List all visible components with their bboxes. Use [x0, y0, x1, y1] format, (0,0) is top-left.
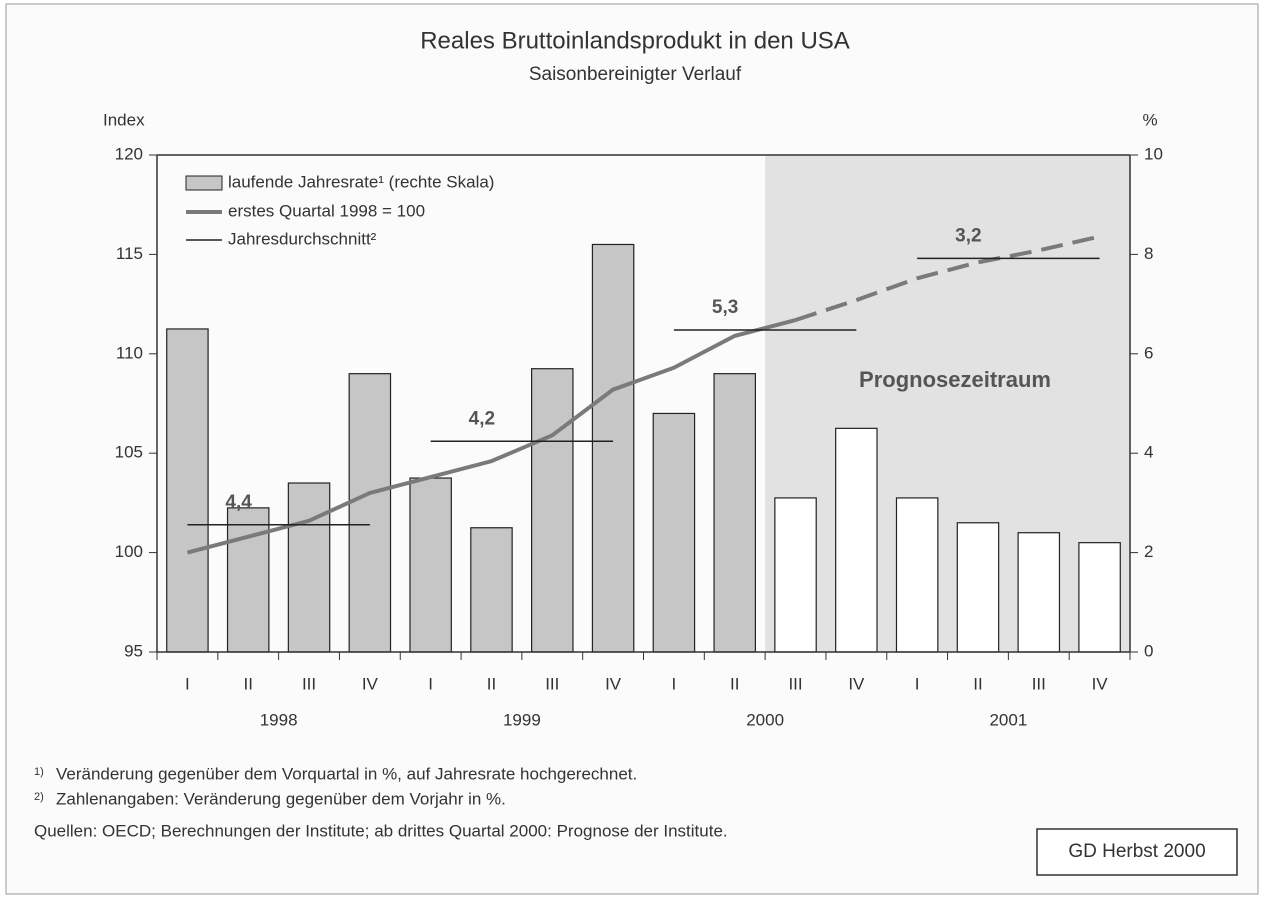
- x-tick-label: IV: [362, 674, 379, 693]
- legend-label: Jahresdurchschnitt²: [228, 229, 377, 248]
- y-tick-label: 115: [116, 244, 143, 263]
- y-tick-label: 95: [124, 641, 143, 660]
- bar: [713, 373, 756, 653]
- x-tick-label: II: [487, 674, 496, 693]
- bar: [470, 527, 513, 653]
- annual-rate-label: 4,4: [225, 492, 252, 513]
- y2-tick-label: 2: [1144, 542, 1153, 561]
- y2-tick-label: 0: [1144, 641, 1153, 660]
- x-tick-label: I: [428, 674, 433, 693]
- year-label: 1999: [503, 710, 541, 729]
- bar: [409, 477, 452, 653]
- year-label: 2000: [746, 710, 784, 729]
- legend-label: laufende Jahresrate¹ (rechte Skala): [228, 172, 494, 191]
- x-tick-label: III: [788, 674, 802, 693]
- y2-tick-label: 8: [1144, 244, 1153, 263]
- annual-rate-label: 5,3: [712, 297, 738, 318]
- bar: [652, 412, 696, 653]
- x-tick-label: IV: [848, 674, 865, 693]
- chart-subtitle: Saisonbereinigter Verlauf: [529, 64, 742, 85]
- y2-tick-label: 6: [1144, 343, 1153, 362]
- annual-rate-label: 4,2: [469, 408, 495, 429]
- legend-label: erstes Quartal 1998 = 100: [228, 201, 425, 220]
- x-tick-label: I: [672, 674, 677, 693]
- year-label: 2001: [989, 710, 1027, 729]
- bar: [348, 373, 392, 653]
- x-tick-label: III: [302, 674, 316, 693]
- footnote-mark: 1): [34, 766, 44, 778]
- x-tick-label: I: [915, 674, 920, 693]
- y-tick-label: 110: [116, 343, 143, 362]
- bar: [1078, 542, 1121, 653]
- footnote: Veränderung gegenüber dem Vorquartal in …: [56, 764, 637, 783]
- bar: [226, 507, 270, 653]
- y2-axis-label: %: [1142, 110, 1157, 129]
- source: Quellen: OECD; Berechnungen der Institut…: [34, 821, 728, 840]
- index-line: [794, 234, 1101, 322]
- bar: [774, 497, 817, 653]
- x-tick-label: II: [243, 674, 252, 693]
- bar: [1017, 532, 1061, 653]
- y-axis-label: Index: [103, 110, 145, 129]
- legend-swatch: [185, 175, 223, 191]
- badge: GD Herbst 2000: [1068, 841, 1205, 862]
- y-tick-label: 105: [115, 443, 143, 462]
- badge-box: [1036, 828, 1238, 876]
- y2-tick-label: 4: [1144, 443, 1153, 462]
- bar: [287, 482, 331, 653]
- y-tick-label: 120: [115, 144, 143, 163]
- forecast-label: Prognosezeitraum: [859, 367, 1051, 392]
- x-tick-label: IV: [1092, 674, 1109, 693]
- bar: [531, 368, 574, 653]
- x-tick-label: II: [973, 674, 982, 693]
- y2-tick-label: 10: [1144, 144, 1163, 163]
- x-tick-label: I: [185, 674, 190, 693]
- forecast-region: [765, 155, 1130, 652]
- year-label: 1998: [260, 710, 298, 729]
- chart-title: Reales Bruttoinlandsprodukt in den USA: [420, 27, 850, 54]
- bar: [166, 328, 209, 653]
- x-tick-label: IV: [605, 674, 622, 693]
- y-tick-label: 100: [115, 542, 143, 561]
- bar: [956, 522, 1000, 653]
- x-tick-label: III: [545, 674, 559, 693]
- annual-rate-label: 3,2: [955, 225, 981, 246]
- footnote: Zahlenangaben: Veränderung gegenüber dem…: [56, 789, 506, 808]
- footnote-mark: 2): [34, 791, 44, 803]
- bar: [835, 427, 878, 653]
- index-line: [186, 318, 797, 555]
- bar: [591, 243, 635, 653]
- bar: [895, 497, 939, 653]
- x-tick-label: II: [730, 674, 739, 693]
- x-tick-label: III: [1032, 674, 1046, 693]
